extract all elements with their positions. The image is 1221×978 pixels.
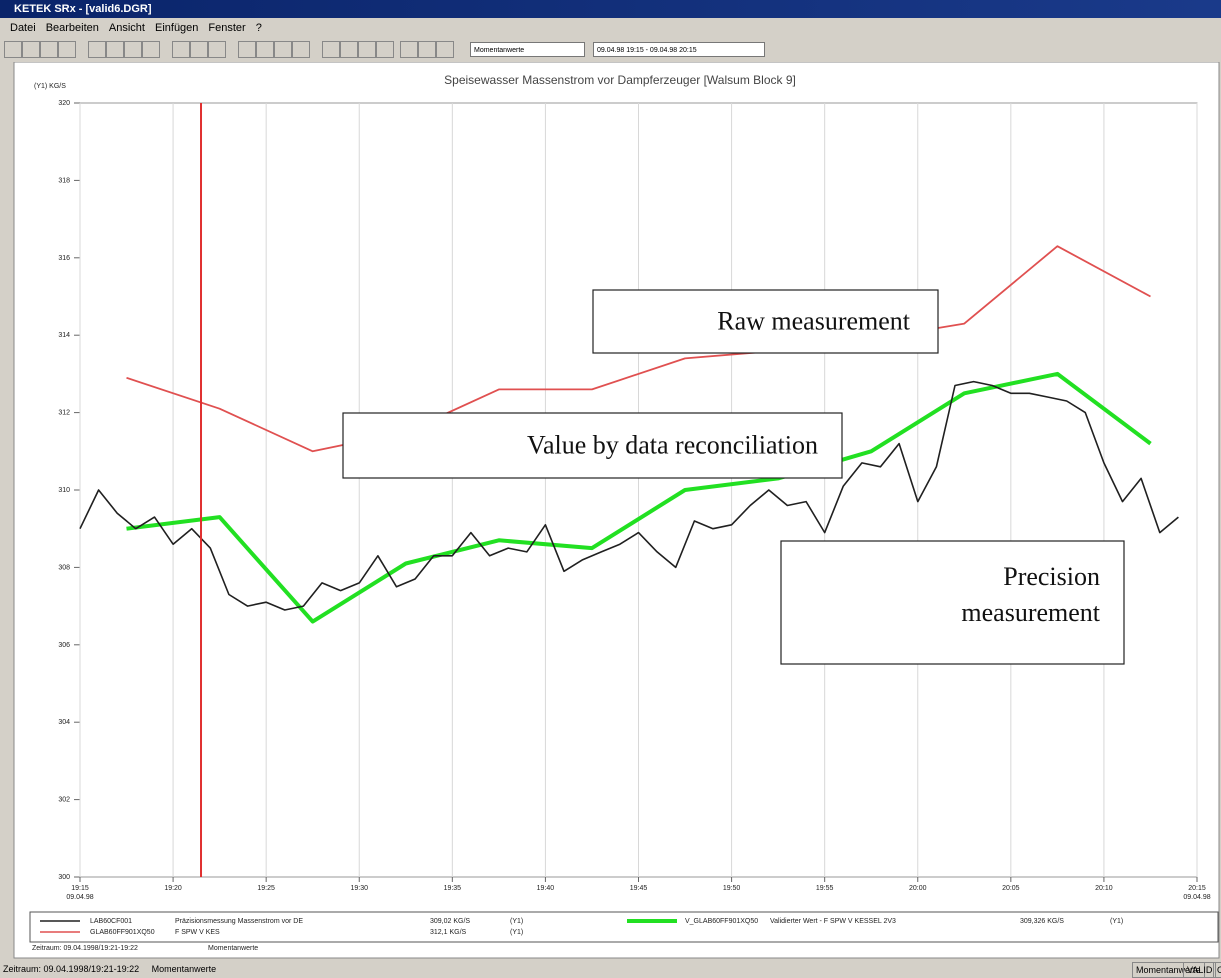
- x-tick-label: 20:05: [1002, 885, 1020, 892]
- legend-name: GLAB60FF901XQ50: [90, 929, 155, 936]
- y-axis-label: (Y1) KG/S: [34, 83, 66, 90]
- y-tick-label: 306: [58, 642, 70, 649]
- x-tick-label: 19:40: [537, 885, 555, 892]
- status-period: Zeitraum: 09.04.1998/19:21-19:22: [3, 964, 140, 974]
- status-bar: Zeitraum: 09.04.1998/19:21-19:22 Momenta…: [0, 960, 1221, 978]
- tool-button[interactable]: [172, 41, 190, 58]
- toolbar: Momentanwerte 09.04.98 19:15 - 09.04.98 …: [0, 38, 1221, 62]
- x-tick-label: 20:00: [909, 885, 927, 892]
- y-tick-label: 300: [58, 874, 70, 881]
- annotation-box: [780, 540, 1125, 665]
- annotation: Raw measurement: [717, 307, 911, 336]
- menu-item[interactable]: Einfügen: [154, 22, 199, 34]
- tool-button[interactable]: [106, 41, 124, 58]
- menu-item[interactable]: Bearbeiten: [45, 22, 99, 34]
- series-line: [79, 380, 1179, 611]
- y-tick-label: 308: [58, 564, 70, 571]
- tool-button[interactable]: [4, 41, 22, 58]
- series-line: [126, 245, 1151, 453]
- x-tick-label: 19:50: [723, 885, 741, 892]
- x-tick-label: 19:15: [71, 885, 89, 892]
- period-label: Zeitraum: 09.04.1998/19:21-19:22: [32, 945, 138, 952]
- range-combo[interactable]: 09.04.98 19:15 - 09.04.98 20:15: [593, 42, 765, 57]
- tool-button[interactable]: [376, 41, 394, 58]
- tool-button[interactable]: [400, 41, 418, 58]
- y-tick-label: 318: [58, 177, 70, 184]
- legend-description: Validierter Wert - F SPW V KESSEL 2V3: [770, 918, 896, 925]
- menu-item[interactable]: Datei: [10, 22, 36, 34]
- y-tick-label: 312: [58, 410, 70, 417]
- x-date-label: 09.04.98: [66, 894, 93, 901]
- y-tick-label: 304: [58, 719, 70, 726]
- y-tick-label: 316: [58, 255, 70, 262]
- legend-axis: (Y1): [510, 929, 523, 936]
- legend-value: 309,02 KG/S: [430, 918, 470, 925]
- tool-button[interactable]: [418, 41, 436, 58]
- menu-item[interactable]: Fenster: [208, 22, 246, 34]
- annotation-box: [342, 412, 843, 479]
- tool-button[interactable]: [58, 41, 76, 58]
- x-tick-label: 19:55: [816, 885, 834, 892]
- tool-button[interactable]: [358, 41, 376, 58]
- window-title: KETEK SRx - [valid6.DGR]: [14, 3, 152, 15]
- y-tick-label: 302: [58, 797, 70, 804]
- annotation-box: [592, 289, 939, 354]
- x-tick-label: 19:35: [444, 885, 462, 892]
- title-bar: KETEK SRx - [valid6.DGR]: [0, 0, 1221, 18]
- tool-button[interactable]: [124, 41, 142, 58]
- x-tick-label: 19:25: [257, 885, 275, 892]
- chart-panel: [13, 62, 1220, 959]
- annotation: Precision measurement: [961, 562, 1100, 627]
- x-tick-label: 20:10: [1095, 885, 1113, 892]
- legend-value: 312,1 KG/S: [430, 929, 467, 936]
- tool-button[interactable]: [322, 41, 340, 58]
- legend-name: LAB60CF001: [90, 918, 132, 925]
- tool-button[interactable]: [142, 41, 160, 58]
- legend-value: 309,326 KG/S: [1020, 918, 1064, 925]
- tool-button[interactable]: [208, 41, 226, 58]
- x-date-label: 09.04.98: [1183, 894, 1210, 901]
- tool-button[interactable]: [40, 41, 58, 58]
- x-tick-label: 19:30: [350, 885, 368, 892]
- menu-bar: Datei Bearbeiten Ansicht Einfügen Fenster?: [0, 18, 1221, 38]
- tool-button[interactable]: [256, 41, 274, 58]
- annotation: Value by data reconciliation: [527, 431, 818, 460]
- legend-name: V_GLAB60FF901XQ50: [685, 918, 758, 925]
- series-line: [126, 371, 1152, 624]
- y-tick-label: 314: [58, 332, 70, 339]
- tool-button[interactable]: [436, 41, 454, 58]
- menu-item[interactable]: Ansicht: [108, 22, 145, 34]
- tool-button[interactable]: [340, 41, 358, 58]
- period-mode: Momentanwerte: [208, 945, 258, 952]
- legend-description: Präzisionsmessung Massenstrom vor DE: [175, 918, 303, 925]
- tool-button[interactable]: [292, 41, 310, 58]
- x-tick-label: 20:15: [1188, 885, 1206, 892]
- y-tick-label: 310: [58, 487, 70, 494]
- chart-title: Speisewasser Massenstrom vor Dampferzeug…: [444, 73, 796, 87]
- menu-item[interactable]: ?: [255, 22, 262, 34]
- chart: Speisewasser Massenstrom vor Dampferzeug…: [13, 62, 1220, 959]
- legend-description: F SPW V KES: [175, 929, 220, 936]
- status-field: VALID: [1183, 962, 1217, 978]
- legend-axis: (Y1): [1110, 918, 1123, 925]
- x-tick-label: 19:45: [630, 885, 648, 892]
- tool-button[interactable]: [274, 41, 292, 58]
- status-mode: Momentanwerte: [151, 964, 217, 974]
- tool-button[interactable]: [238, 41, 256, 58]
- legend-axis: (Y1): [510, 918, 523, 925]
- x-tick-label: 19:20: [164, 885, 182, 892]
- legend: [29, 911, 1219, 943]
- mode-combo[interactable]: Momentanwerte: [470, 42, 585, 57]
- status-field: OO: [1213, 962, 1221, 978]
- tool-button[interactable]: [190, 41, 208, 58]
- tool-button[interactable]: [88, 41, 106, 58]
- y-tick-label: 320: [58, 100, 70, 107]
- tool-button[interactable]: [22, 41, 40, 58]
